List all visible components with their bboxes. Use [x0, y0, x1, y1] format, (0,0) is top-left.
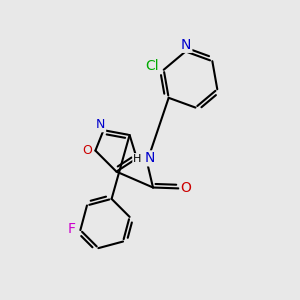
Text: O: O [181, 182, 191, 195]
Text: N: N [96, 118, 105, 131]
Text: N: N [181, 38, 191, 52]
Text: Cl: Cl [146, 59, 159, 73]
Text: O: O [83, 144, 92, 157]
Text: H: H [133, 154, 142, 164]
Text: F: F [68, 222, 76, 236]
Text: N: N [144, 152, 154, 165]
